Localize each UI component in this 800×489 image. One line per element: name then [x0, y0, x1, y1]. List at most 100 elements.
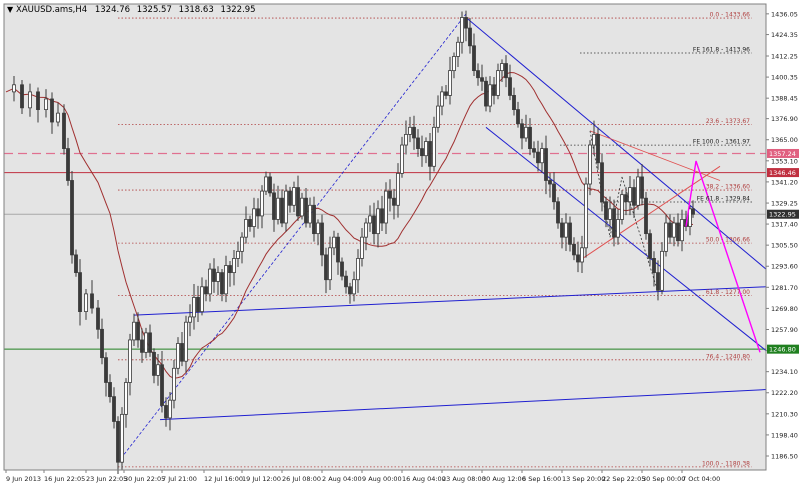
- red-trendline-2: [589, 130, 721, 181]
- candle-body: [608, 208, 612, 220]
- candle-body: [156, 364, 160, 376]
- y-tick-label: 1317.40: [771, 221, 798, 229]
- fe-level-label: FE 100.0 - 1361.97: [693, 139, 750, 146]
- y-tick-label: 1376.90: [771, 115, 798, 123]
- candle-body: [604, 201, 608, 220]
- candle-body: [496, 70, 500, 96]
- x-tick-label: 12 Jul 16:00: [204, 475, 243, 483]
- candle-body: [164, 405, 168, 419]
- y-axis: 1436.05 1424.35 1412.25 1400.35 1388.45 1376.…: [766, 10, 798, 461]
- collapse-triangle-icon[interactable]: ▼: [7, 5, 14, 14]
- candle-body: [372, 215, 376, 235]
- x-tick-label: 9 Jun 2013: [6, 475, 41, 483]
- y-tick-label: 1400.35: [771, 74, 798, 82]
- candle-body: [592, 134, 596, 146]
- candle-body: [580, 247, 584, 263]
- candle-body: [568, 222, 572, 245]
- x-tick-label: 2 Aug 04:00: [322, 475, 362, 483]
- candle-body: [336, 236, 340, 263]
- y-tick-label: 1210.30: [771, 410, 798, 418]
- candle-body: [456, 41, 460, 57]
- candle-body: [588, 144, 592, 185]
- y-tick-label: 1222.20: [771, 389, 798, 397]
- candle-body: [296, 187, 300, 217]
- candle-body: [348, 286, 352, 295]
- candle-body: [12, 84, 16, 93]
- candle-body: [272, 192, 276, 220]
- y-tick-label: 1257.90: [771, 326, 798, 334]
- y-tick-label: 1424.35: [771, 31, 798, 39]
- candle-body: [328, 247, 332, 281]
- y-tick-label: 1234.10: [771, 368, 798, 376]
- candle-body: [528, 126, 532, 149]
- ohlc-close: 1322.95: [220, 5, 255, 15]
- candle-body: [160, 364, 164, 406]
- price-label-box: [767, 344, 799, 354]
- candle-body: [416, 137, 420, 149]
- candle-body: [432, 126, 436, 167]
- candle-body: [184, 321, 188, 362]
- candle-body: [172, 367, 176, 401]
- candle-body: [664, 222, 668, 252]
- candle-body: [396, 172, 400, 206]
- candles-layer: [12, 10, 695, 474]
- candle-body: [632, 187, 636, 206]
- candle-body: [74, 254, 78, 274]
- candle-body: [56, 112, 60, 123]
- candle-body: [652, 258, 656, 274]
- x-tick-label: 23 Jun 22:05: [86, 475, 127, 483]
- x-tick-label: 13 Sep 20:00: [562, 475, 605, 483]
- candle-body: [448, 70, 452, 96]
- candle-body: [688, 208, 692, 227]
- candle-body: [320, 222, 324, 256]
- candle-body: [460, 17, 464, 43]
- candle-body: [36, 91, 40, 111]
- candle-body: [104, 357, 108, 383]
- candle-body: [440, 91, 444, 107]
- candle-body: [176, 343, 180, 369]
- candle-body: [691, 208, 695, 215]
- candle-body: [452, 56, 456, 72]
- candle-body: [280, 197, 284, 224]
- candle-body: [332, 236, 336, 249]
- candle-body: [412, 126, 416, 139]
- x-tick-label: 22 Sep 22:05: [602, 475, 645, 483]
- candle-body: [424, 141, 428, 157]
- plot-border: [3, 3, 767, 471]
- candle-body: [656, 272, 660, 291]
- x-tick-label: 7 Jul 21:00: [162, 475, 197, 483]
- y-tick-label: 1186.50: [771, 453, 798, 461]
- candle-body: [90, 293, 94, 309]
- candle-body: [344, 275, 348, 288]
- candle-body: [220, 272, 224, 295]
- candle-body: [596, 134, 600, 164]
- candle-body: [232, 258, 236, 274]
- candle-body: [536, 151, 540, 164]
- candle-body: [504, 63, 508, 79]
- candle-body: [620, 194, 624, 220]
- fib-level-label: 38.2 - 1336.60: [706, 184, 750, 191]
- candle-body: [168, 399, 172, 419]
- candle-body: [132, 321, 136, 341]
- price-label-text: 1322.95: [769, 211, 796, 219]
- candle-body: [224, 265, 228, 295]
- candle-body: [100, 328, 104, 359]
- ohlc-open: 1324.76: [95, 5, 130, 15]
- fib-level-label: 100.0 - 1180.38: [702, 460, 750, 467]
- fib-level-label: 76.4 - 1240.80: [706, 353, 750, 360]
- candle-body: [44, 98, 48, 111]
- candle-body: [492, 84, 496, 96]
- candle-body: [70, 180, 74, 256]
- candle-body: [564, 222, 568, 238]
- candle-body: [228, 265, 232, 274]
- y-tick-label: 1293.60: [771, 263, 798, 271]
- candle-body: [444, 91, 448, 96]
- channel-lower-line: [159, 389, 767, 421]
- ohlc-high: 1325.57: [137, 5, 172, 15]
- candle-body: [50, 98, 54, 123]
- price-label-text: 1246.80: [769, 346, 796, 354]
- candle-body: [260, 190, 264, 217]
- candle-body: [488, 84, 492, 107]
- down-channel-upper: [465, 17, 767, 270]
- candle-body: [624, 194, 628, 203]
